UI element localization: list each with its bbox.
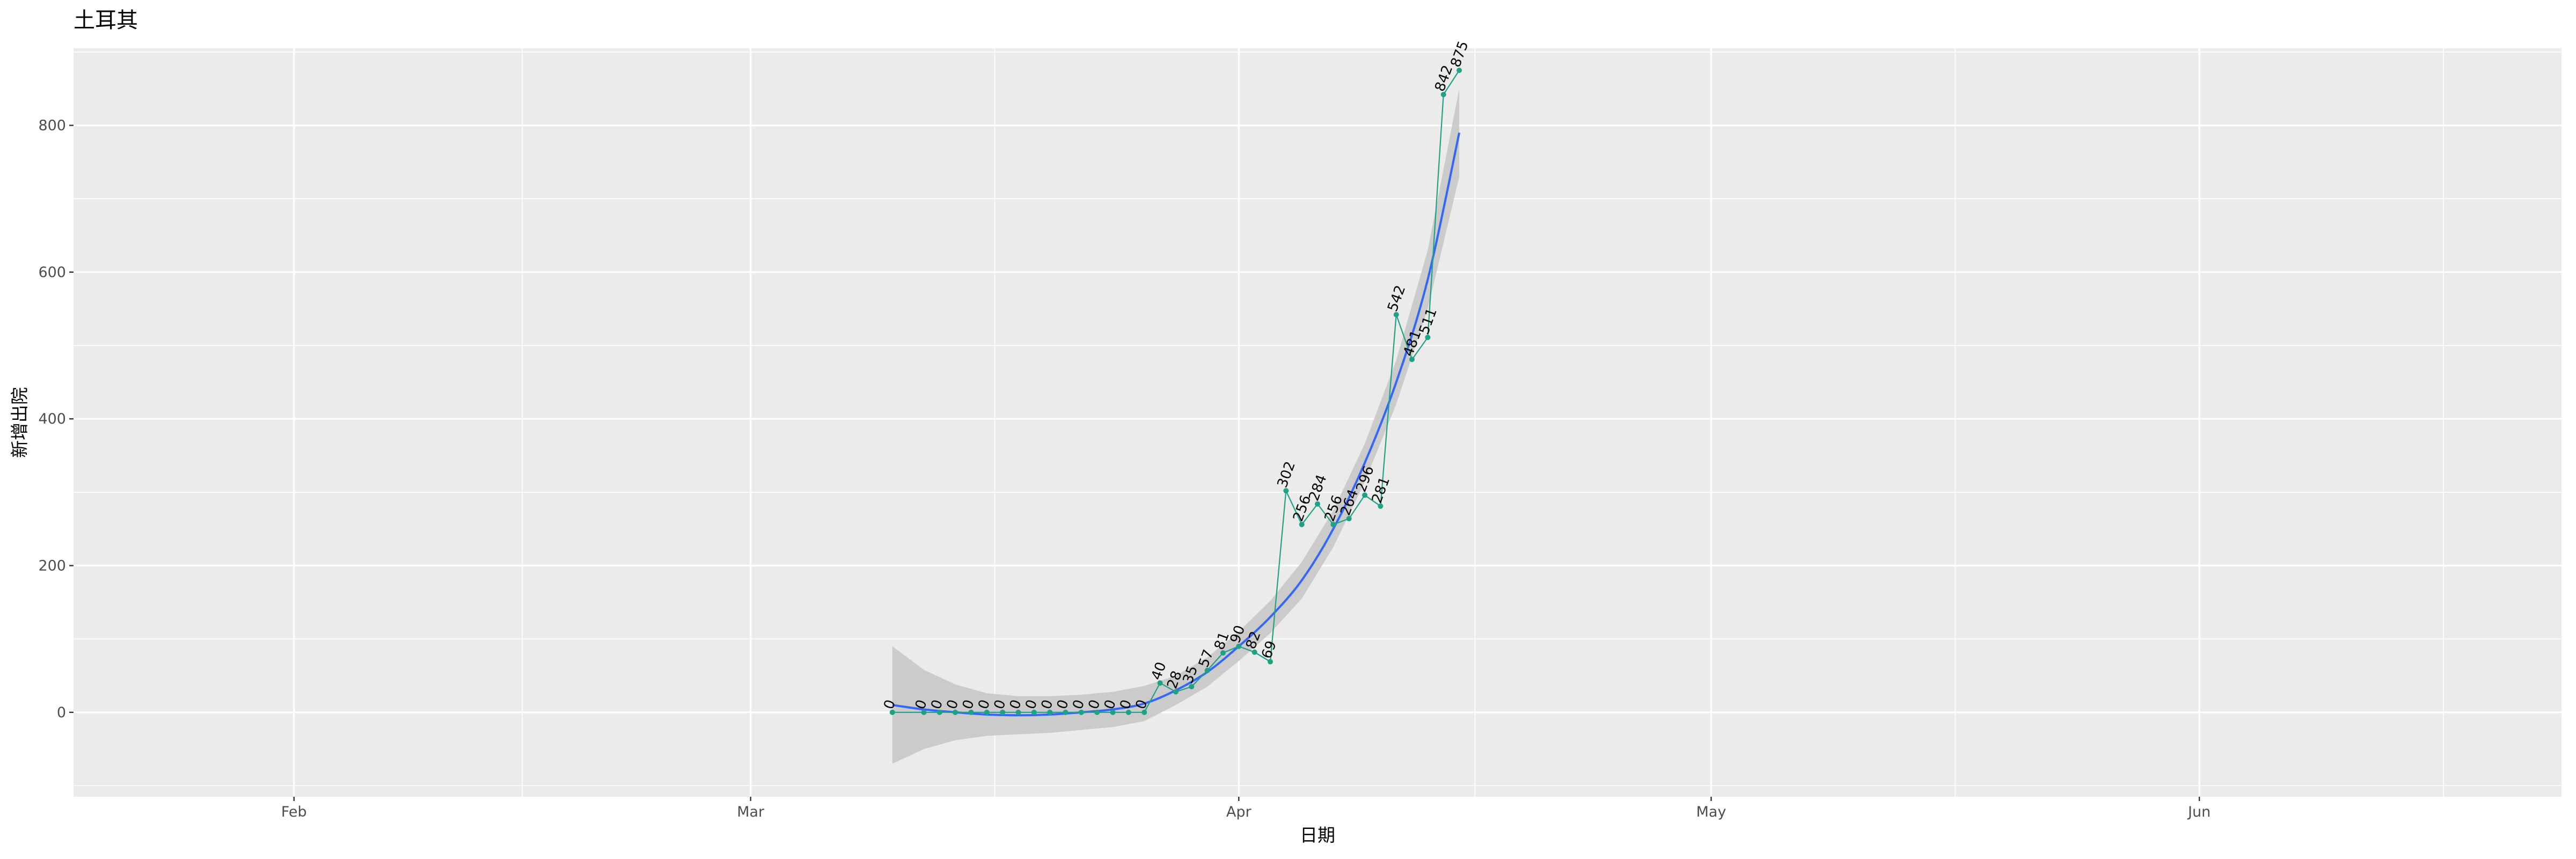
plot-panel bbox=[74, 48, 2562, 797]
data-point bbox=[1220, 650, 1226, 656]
data-point bbox=[1110, 709, 1116, 715]
data-point bbox=[1063, 709, 1069, 715]
data-point bbox=[1000, 709, 1006, 715]
data-point bbox=[984, 709, 990, 715]
data-point bbox=[1457, 68, 1462, 73]
data-point bbox=[921, 709, 927, 715]
data-point bbox=[1031, 709, 1037, 715]
data-point bbox=[1425, 334, 1431, 340]
x-tick-label: May bbox=[1696, 804, 1726, 820]
x-tick-label: Feb bbox=[281, 804, 307, 820]
x-axis: Feb Mar Apr May Jun bbox=[281, 797, 2211, 820]
x-tick-label: Apr bbox=[1226, 804, 1252, 820]
x-tick-label: Jun bbox=[2187, 804, 2211, 820]
data-point bbox=[1362, 492, 1368, 498]
x-tick-label: Mar bbox=[737, 804, 765, 820]
series-points bbox=[889, 68, 1462, 715]
data-point bbox=[1078, 709, 1084, 715]
data-point bbox=[1252, 649, 1257, 655]
data-point bbox=[1125, 709, 1131, 715]
data-point bbox=[968, 709, 974, 715]
smooth-trend-line bbox=[892, 132, 1461, 717]
y-tick-label: 600 bbox=[38, 264, 66, 281]
data-point bbox=[1173, 689, 1179, 695]
data-point bbox=[1015, 709, 1021, 715]
data-point bbox=[1330, 521, 1336, 527]
y-axis: 0 200 400 600 800 bbox=[38, 118, 74, 721]
chart-title: 土耳其 bbox=[74, 8, 138, 33]
data-point bbox=[1267, 659, 1273, 665]
data-point bbox=[1409, 356, 1415, 362]
data-point bbox=[1299, 521, 1305, 527]
data-point bbox=[1315, 501, 1320, 507]
y-tick-label: 200 bbox=[38, 558, 66, 574]
data-point bbox=[889, 709, 895, 715]
data-point bbox=[1393, 312, 1399, 318]
data-point bbox=[1047, 709, 1053, 715]
data-point bbox=[1440, 92, 1446, 98]
data-point bbox=[1141, 709, 1147, 715]
data-point bbox=[936, 709, 942, 715]
confidence-band bbox=[892, 89, 1460, 764]
data-point bbox=[1204, 667, 1210, 673]
y-tick-label: 400 bbox=[38, 411, 66, 427]
y-axis-title: 新增出院 bbox=[9, 387, 30, 458]
data-point bbox=[1189, 684, 1195, 689]
confidence-band-area bbox=[892, 89, 1460, 764]
x-axis-title: 日期 bbox=[1300, 825, 1335, 846]
data-point bbox=[1283, 488, 1289, 494]
data-point bbox=[953, 709, 958, 715]
data-point bbox=[1157, 680, 1163, 686]
data-point bbox=[1346, 516, 1352, 522]
data-point bbox=[1378, 503, 1384, 509]
y-tick-label: 0 bbox=[57, 704, 66, 721]
y-tick-label: 800 bbox=[38, 118, 66, 134]
data-point bbox=[1094, 709, 1100, 715]
data-point bbox=[1236, 643, 1242, 649]
